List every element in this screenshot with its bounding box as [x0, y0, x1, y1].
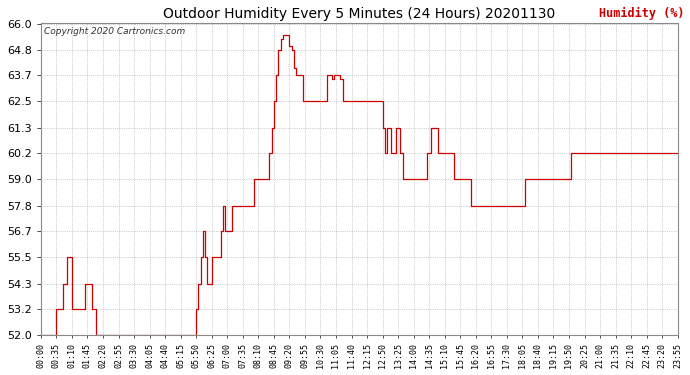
Text: Copyright 2020 Cartronics.com: Copyright 2020 Cartronics.com: [44, 27, 186, 36]
Text: Humidity (%): Humidity (%): [599, 7, 684, 20]
Title: Outdoor Humidity Every 5 Minutes (24 Hours) 20201130: Outdoor Humidity Every 5 Minutes (24 Hou…: [163, 7, 555, 21]
